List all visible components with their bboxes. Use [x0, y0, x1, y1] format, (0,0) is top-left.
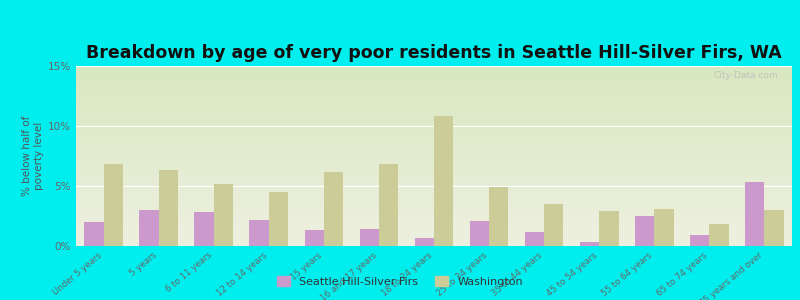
Bar: [305, 230, 324, 246]
Bar: [250, 220, 269, 246]
Bar: [580, 242, 599, 246]
Bar: [525, 232, 544, 246]
Bar: [103, 164, 123, 246]
Bar: [324, 172, 343, 246]
Bar: [158, 170, 178, 246]
Bar: [379, 164, 398, 246]
Bar: [269, 192, 288, 246]
Bar: [599, 211, 618, 246]
Bar: [360, 229, 379, 246]
Bar: [434, 116, 454, 246]
Bar: [214, 184, 233, 246]
Bar: [745, 182, 765, 246]
Bar: [765, 210, 784, 246]
Y-axis label: % below half of
poverty level: % below half of poverty level: [22, 116, 44, 196]
Bar: [139, 210, 158, 246]
Text: City-Data.com: City-Data.com: [713, 71, 778, 80]
Bar: [470, 221, 489, 246]
Bar: [194, 212, 214, 246]
Bar: [544, 204, 563, 246]
Bar: [489, 187, 508, 246]
Bar: [414, 238, 434, 246]
Bar: [710, 224, 729, 246]
Bar: [84, 222, 103, 246]
Bar: [635, 216, 654, 246]
Bar: [654, 209, 674, 246]
Legend: Seattle Hill-Silver Firs, Washington: Seattle Hill-Silver Firs, Washington: [273, 272, 527, 291]
Bar: [690, 235, 710, 246]
Title: Breakdown by age of very poor residents in Seattle Hill-Silver Firs, WA: Breakdown by age of very poor residents …: [86, 44, 782, 62]
